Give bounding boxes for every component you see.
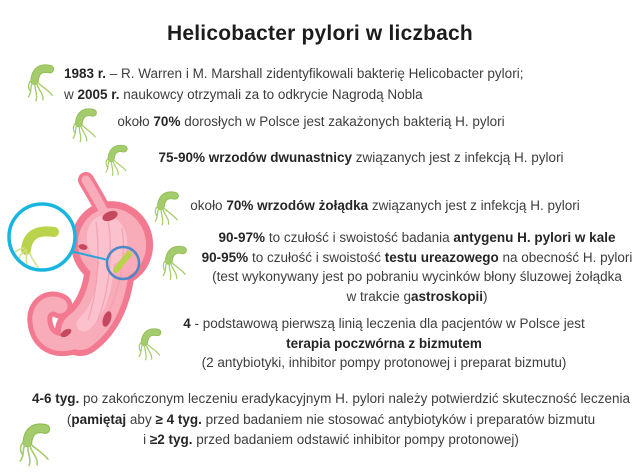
- fact-line: 90-97% to czułość i swoistość badania an…: [218, 230, 616, 245]
- fact-line: w trakcie gastroskopii): [346, 288, 488, 304]
- fact-stomach-ulcers: około 70% wrzodów żołądka związanych jes…: [165, 196, 605, 216]
- bacterium-in-stomach: [113, 251, 132, 273]
- fact-line: terapia poczwórna z bizmutem: [286, 335, 482, 351]
- fact-line: i ≥2 tyg. przed badaniem odstawić inhibi…: [143, 432, 519, 447]
- page-title: Helicobacter pylori w liczbach: [167, 22, 473, 45]
- fact-adults-infected: około 70% dorosłych w Polsce jest zakażo…: [91, 112, 531, 132]
- stomach-body: [27, 172, 154, 357]
- fact-line: 90-95% to czułość i swoistość testu urea…: [201, 249, 633, 265]
- fact-diagnostic-tests: 90-97% to czułość i swoistość badania an…: [199, 228, 635, 306]
- callout-circle: [105, 245, 141, 281]
- fact-line: około 70% wrzodów żołądka związanych jes…: [190, 198, 580, 213]
- fact-post-treatment-check: 4-6 tyg. po zakończonym leczeniu eradyka…: [21, 389, 640, 451]
- magnifier-circle: [7, 202, 77, 272]
- fact-line: 1983 r. – R. Warren i M. Marshall zident…: [64, 66, 524, 81]
- h-pylori-bacterium-icon: [26, 59, 63, 107]
- fact-discovery-history: 1983 r. – R. Warren i M. Marshall zident…: [64, 63, 624, 105]
- callout-line: [69, 250, 109, 261]
- fact-line: (test wykonywany jest po pobraniu wycink…: [212, 269, 622, 284]
- fact-line: w 2005 r. naukowcy otrzymali za to odkry…: [64, 87, 423, 102]
- stomach-lesion-spots: [60, 210, 118, 338]
- fact-line: (pamiętaj aby ≥ 4 tyg. przed badaniem ni…: [66, 411, 596, 427]
- fact-line: (2 antybiotyki, inhibitor pompy protonow…: [201, 355, 567, 370]
- fact-line: 4-6 tyg. po zakończonym leczeniu eradyka…: [31, 391, 630, 406]
- fact-first-line-treatment: 4 - podstawową pierwszą linią leczenia d…: [159, 314, 609, 373]
- fact-duodenal-ulcers: 75-90% wrzodów dwunastnicy związanych je…: [141, 148, 581, 168]
- stomach-illustration: [7, 172, 154, 357]
- fact-line: około 70% dorosłych w Polsce jest zakażo…: [117, 114, 505, 129]
- fact-line: 4 - podstawową pierwszą linią leczenia d…: [183, 316, 585, 331]
- fact-line: 75-90% wrzodów dwunastnicy związanych je…: [158, 150, 564, 165]
